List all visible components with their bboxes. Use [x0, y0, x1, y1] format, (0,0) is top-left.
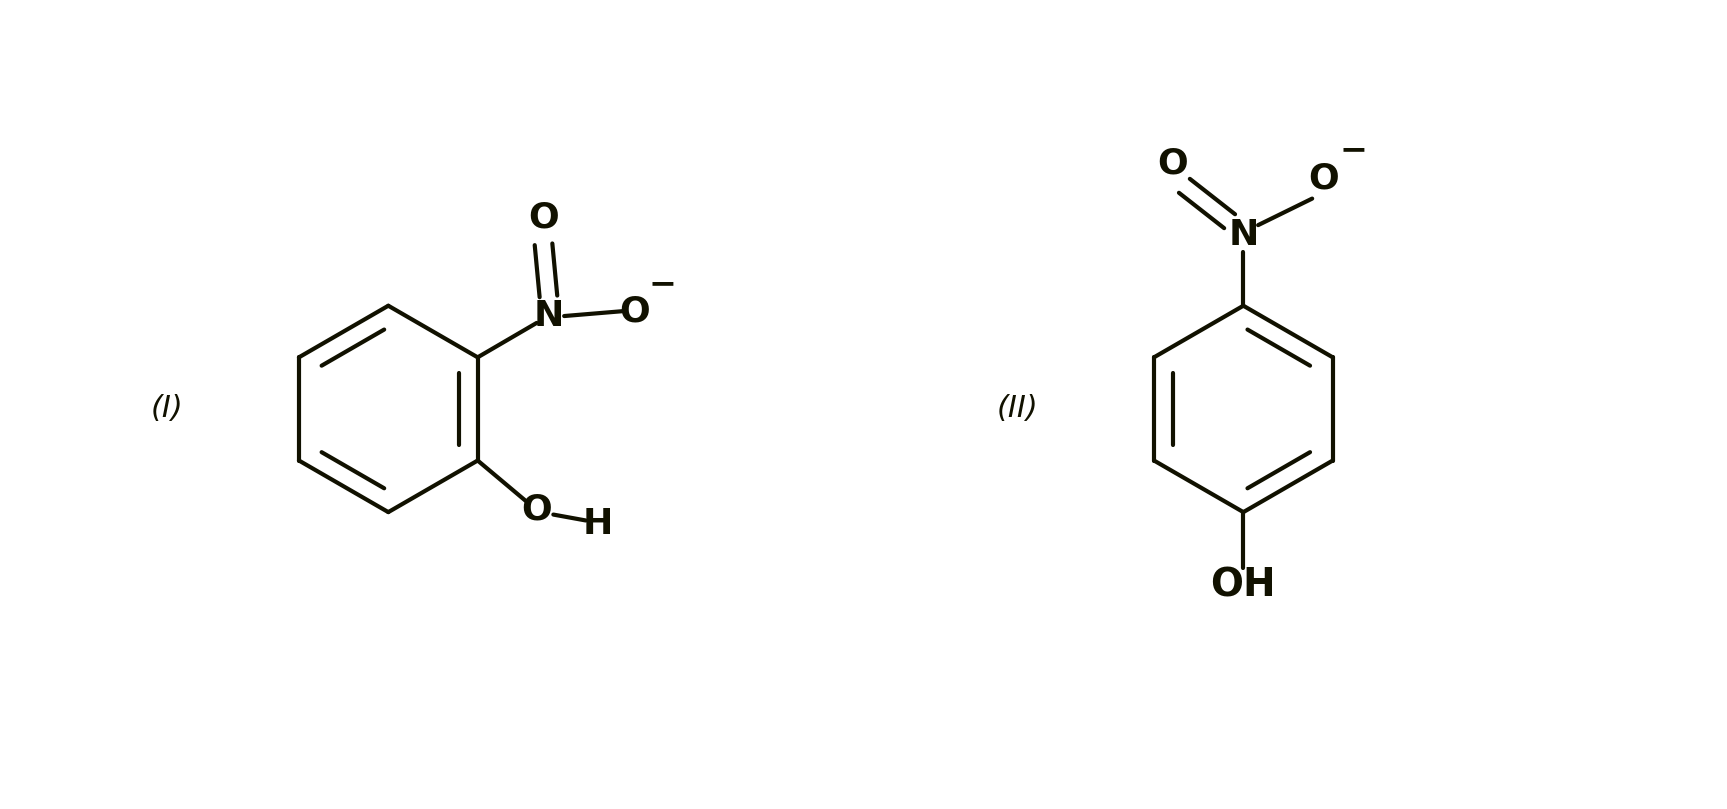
- Text: N: N: [1228, 218, 1259, 252]
- Text: O: O: [1309, 162, 1340, 196]
- Text: (II): (II): [996, 395, 1038, 423]
- Text: O: O: [620, 294, 651, 328]
- Text: O: O: [528, 201, 560, 235]
- Text: O: O: [1157, 146, 1188, 180]
- Text: O: O: [522, 493, 553, 527]
- Text: OH: OH: [1211, 567, 1276, 605]
- Text: H: H: [582, 507, 613, 541]
- Text: (I): (I): [150, 395, 183, 423]
- Text: −: −: [648, 267, 677, 300]
- Text: N: N: [534, 299, 563, 333]
- Text: −: −: [1340, 133, 1368, 166]
